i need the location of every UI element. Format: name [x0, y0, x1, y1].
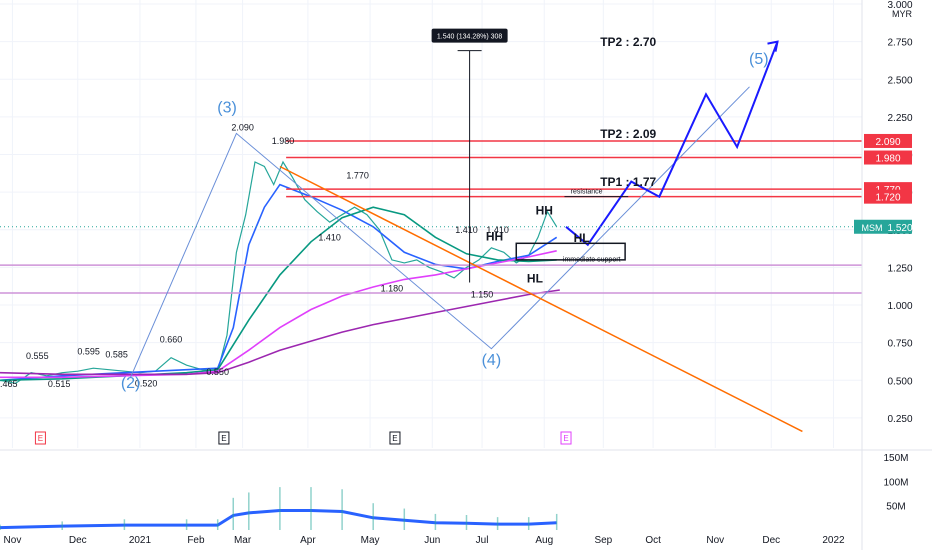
price-tick-label: 1.000: [887, 301, 912, 312]
small-annotation: resistance: [571, 189, 603, 196]
x-tick-label: Apr: [300, 535, 316, 546]
price-tick-label: 0.500: [887, 376, 912, 387]
price-tick-label: 1.250: [887, 263, 912, 274]
price-tick-label: 0.750: [887, 339, 912, 350]
x-tick-label: Feb: [187, 535, 205, 546]
earnings-marker-label: E: [392, 434, 397, 443]
small-annotation: immediate support: [563, 256, 621, 263]
price-tick-label: 3.000: [887, 0, 912, 11]
wave-label: (4): [482, 352, 502, 369]
annotation: HL: [574, 231, 590, 245]
price-tick-label: 0.250: [887, 414, 912, 425]
x-tick-label: Dec: [762, 535, 780, 546]
price-label: 1.180: [381, 283, 404, 293]
currency-label: MYR: [892, 9, 913, 19]
x-tick-label: Nov: [4, 535, 22, 546]
earnings-marker: [560, 431, 572, 445]
price-label: 0.515: [48, 379, 71, 389]
grid: [0, 0, 862, 448]
consolidation-box: [515, 242, 626, 261]
earnings-marker-label: E: [563, 434, 568, 443]
annotation: TP2 : 2.09: [600, 127, 656, 141]
level-price-label: 1.980: [875, 154, 900, 165]
annotation: TP1 : 1.77: [600, 175, 656, 189]
x-tick-label: May: [361, 535, 380, 546]
price-tick-label: 2.500: [887, 75, 912, 86]
measure-label: 1.540 (134.28%) 308: [437, 34, 502, 41]
drawings: [0, 40, 862, 433]
last-price-tag: [854, 219, 912, 234]
symbol-label: MSM: [862, 223, 883, 233]
wave-label: (2): [121, 375, 141, 392]
annotation: HL: [527, 271, 543, 285]
level-price-tag: [864, 150, 912, 165]
elliott-wave-line: [130, 86, 750, 378]
ema-line: [0, 289, 560, 376]
price-label: 1.770: [346, 171, 369, 181]
price-tick-label: 2.250: [887, 113, 912, 124]
volume-pane: [0, 487, 558, 530]
x-tick-label: Jul: [476, 535, 489, 546]
downtrend-line: [279, 165, 803, 433]
volume-tick-label: 50M: [886, 502, 905, 513]
price-label: 2.090: [231, 122, 254, 132]
price-label: 1.980: [272, 136, 295, 146]
price-label: 0.465: [0, 379, 17, 389]
price-label: 1.410: [318, 232, 341, 242]
annotations: 1.540 (134.28%) 308 0.465 0.555 0.515 0.595 0…: [0, 28, 769, 445]
last-price-label: 1.520: [887, 223, 912, 234]
annotation: TP2 : 2.70: [600, 35, 656, 49]
level-price-label: 1.720: [875, 193, 900, 204]
wave-label: (3): [217, 99, 237, 116]
x-tick-label: 2022: [822, 535, 845, 546]
earnings-marker: [34, 431, 46, 445]
price-label: 0.585: [105, 350, 128, 360]
earnings-marker: [218, 431, 230, 445]
ema-line: [0, 250, 557, 379]
price-label: 0.550: [206, 367, 229, 377]
x-tick-label: Mar: [234, 535, 252, 546]
earnings-marker: [389, 431, 401, 445]
volume-tick-label: 150M: [883, 453, 908, 464]
x-tick-label: Dec: [69, 535, 87, 546]
price-label: 1.410: [455, 225, 478, 235]
x-tick-label: Oct: [645, 535, 661, 546]
price-label: 0.660: [160, 335, 183, 345]
price-label: 0.555: [26, 351, 49, 361]
x-tick-label: Nov: [706, 535, 724, 546]
forecast-path: [565, 41, 779, 247]
annotation: HH: [486, 229, 503, 243]
earnings-marker-label: E: [38, 434, 43, 443]
price-label: 1.410: [486, 225, 509, 235]
x-tick-label: 2021: [129, 535, 152, 546]
volume-tick-label: 100M: [883, 477, 908, 488]
level-price-tag: [864, 189, 912, 204]
annotation: HH: [536, 204, 553, 218]
price-tick-label: 2.750: [887, 38, 912, 49]
level-price-label: 2.090: [875, 137, 900, 148]
earnings-marker-label: E: [221, 434, 226, 443]
x-tick-label: Sep: [594, 535, 612, 546]
volume-ma-line: [0, 509, 557, 530]
wave-label: (5): [749, 51, 769, 68]
level-price-tag: [864, 133, 912, 148]
price-label: 1.150: [471, 289, 494, 299]
price-line: [0, 160, 558, 384]
x-tick-label: Jun: [424, 535, 440, 546]
measure-label-bg: [431, 28, 508, 43]
indicator-lines: [0, 160, 560, 384]
forecast-arrowhead: [767, 40, 779, 52]
price-label: 0.595: [77, 347, 100, 357]
x-tick-label: Aug: [535, 535, 553, 546]
price-label: 0.520: [135, 378, 158, 388]
